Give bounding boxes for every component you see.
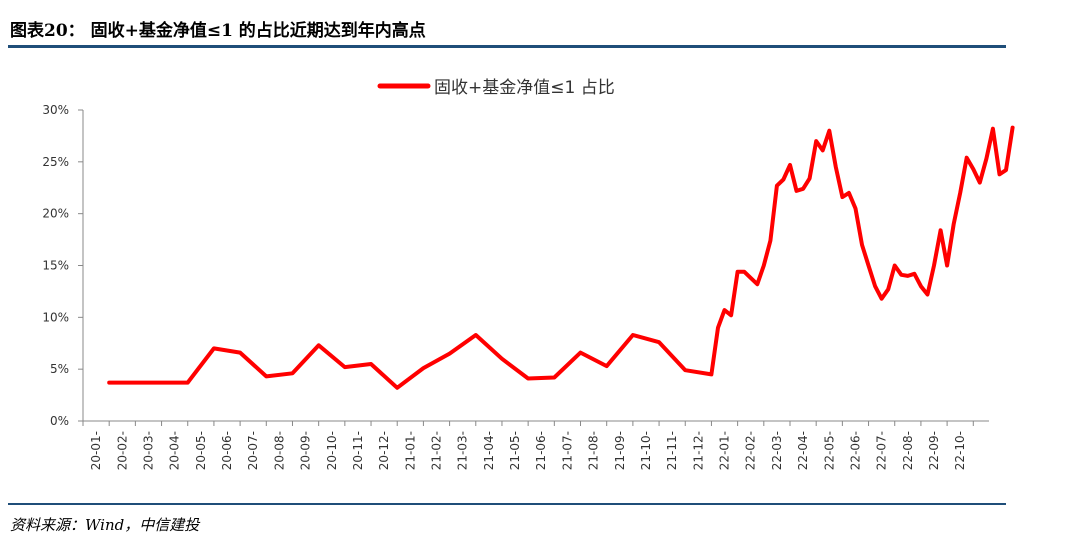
footer-rule [8, 503, 1006, 505]
x-tick-label: 20-09- [299, 431, 313, 470]
x-tick-label: 20-11- [351, 431, 365, 470]
y-tick-label: 20% [42, 207, 69, 221]
x-tick-label: 22-07- [875, 431, 889, 470]
x-tick-label: 21-10- [639, 431, 653, 470]
x-tick-label: 22-04- [796, 431, 810, 470]
x-tick-label: 20-12- [377, 431, 391, 470]
x-tick-label: 20-05- [194, 431, 208, 470]
x-tick-label: 22-01- [718, 431, 732, 470]
source-note: 资料来源：Wind，中信建投 [10, 516, 200, 534]
x-tick-label: 21-05- [508, 431, 522, 470]
y-tick-label: 15% [42, 259, 69, 273]
series-line [107, 125, 1015, 390]
x-tick-label: 22-10- [953, 431, 967, 470]
x-tick-label: 21-12- [691, 431, 705, 470]
x-tick-label: 22-06- [848, 431, 862, 470]
x-tick-label: 21-04- [482, 431, 496, 470]
x-tick-label: 21-03- [456, 431, 470, 470]
x-tick-label: 20-04- [168, 431, 182, 470]
y-tick-label: 5% [50, 362, 69, 376]
x-tick-label: 22-05- [822, 431, 836, 470]
x-tick-label: 22-03- [770, 431, 784, 470]
x-tick-label: 20-01- [89, 431, 103, 470]
x-axis-ticks: 20-01- 20-02- 20-03- 20-04- 20-05- 20-06- 20-0… [82, 421, 974, 470]
legend-label: 固收+基金净值≤1 占比 [434, 78, 615, 98]
x-tick-label: 20-07- [246, 431, 260, 470]
x-tick-label: 20-02- [115, 431, 129, 470]
x-tick-label: 21-07- [560, 431, 574, 470]
y-axis-ticks: 0% 5% 10% 15% 20% 25% 30% [42, 103, 83, 428]
x-tick-label: 20-10- [325, 431, 339, 470]
x-tick-label: 21-01- [403, 431, 417, 470]
x-tick-label: 21-06- [534, 431, 548, 470]
x-tick-label: 21-02- [429, 431, 443, 470]
y-tick-label: 10% [42, 310, 69, 324]
header-rule [8, 45, 1006, 48]
x-tick-label: 21-08- [587, 431, 601, 470]
x-tick-label: 20-08- [272, 431, 286, 470]
x-tick-label: 22-08- [901, 431, 915, 470]
x-tick-label: 22-09- [927, 431, 941, 470]
x-tick-label: 21-09- [613, 431, 627, 470]
x-tick-label: 20-03- [141, 431, 155, 470]
y-tick-label: 0% [50, 414, 69, 428]
chart-legend: 固收+基金净值≤1 占比 [377, 78, 615, 98]
x-tick-label: 21-11- [665, 431, 679, 470]
figure-title: 图表20： 固收+基金净值≤1 的占比近期达到年内高点 [10, 21, 426, 41]
x-tick-label: 22-02- [744, 431, 758, 470]
y-tick-label: 25% [42, 155, 69, 169]
y-tick-label: 30% [42, 103, 69, 117]
x-tick-label: 20-06- [220, 431, 234, 470]
